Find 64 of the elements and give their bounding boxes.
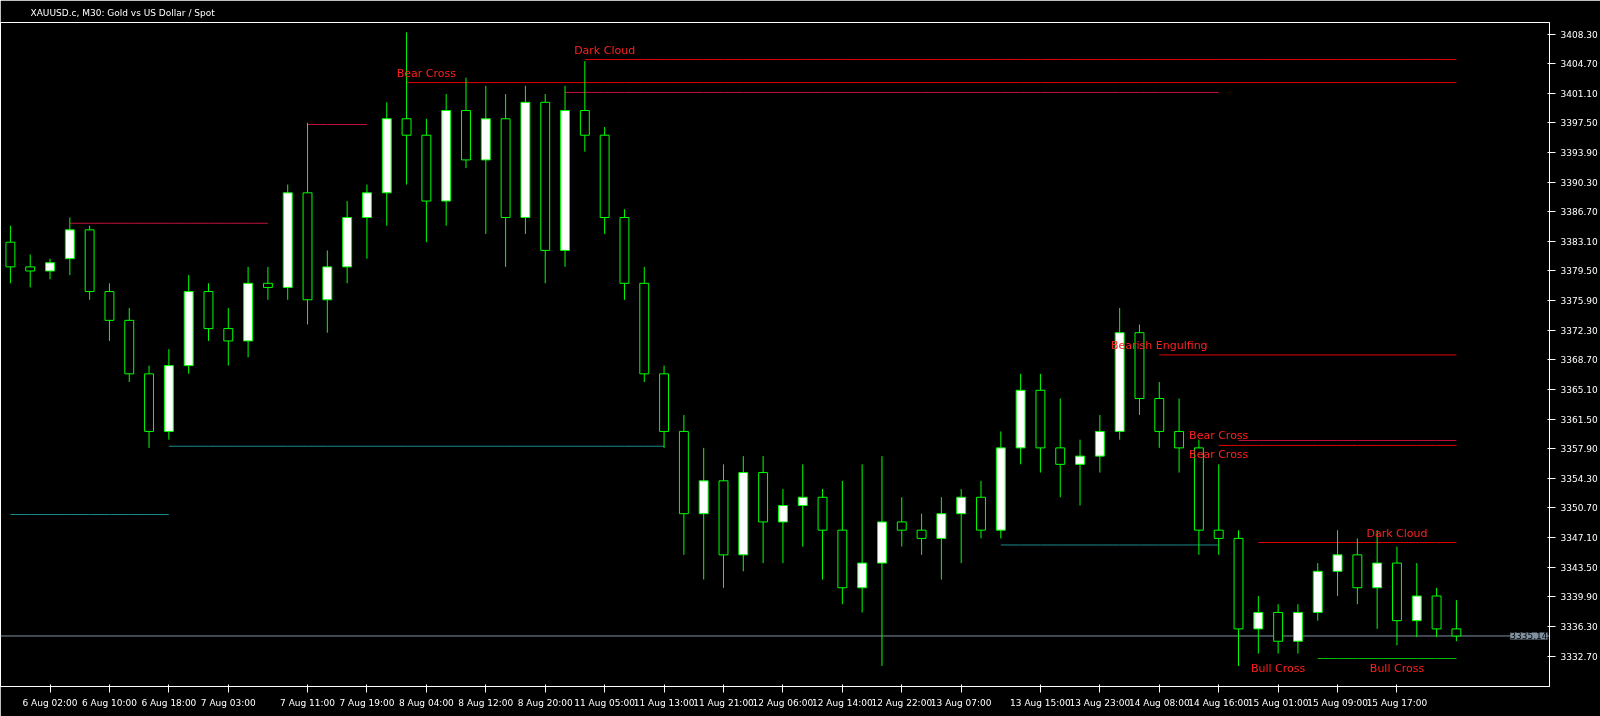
candlestick [1451, 599, 1462, 642]
y-tick-label: 3354.30 [1560, 473, 1598, 484]
x-tick-label: 11 Aug 05:00 [574, 697, 636, 708]
y-tick-label: 3357.90 [1560, 444, 1598, 455]
y-tick-label: 3347.10 [1560, 533, 1598, 544]
x-tick-label: 13 Aug 07:00 [930, 697, 992, 708]
candlestick [1332, 529, 1343, 597]
x-tick-label: 15 Aug 01:00 [1247, 697, 1309, 708]
y-tick-label: 3332.70 [1560, 651, 1598, 662]
x-tick-label: 13 Aug 23:00 [1069, 697, 1131, 708]
x-tick-label: 14 Aug 16:00 [1188, 697, 1250, 708]
x-tick-label: 15 Aug 17:00 [1366, 697, 1428, 708]
x-tick-label: 6 Aug 02:00 [22, 697, 78, 708]
x-tick-label: 7 Aug 03:00 [200, 697, 257, 708]
x-tick-label: 12 Aug 06:00 [752, 697, 814, 708]
y-tick-label: 3343.50 [1560, 562, 1598, 573]
y-tick-label: 3390.30 [1560, 177, 1598, 188]
candlestick [1253, 595, 1264, 655]
candlestick [25, 254, 36, 288]
candlestick [797, 463, 808, 548]
candlestick [223, 307, 234, 367]
candlestick [1075, 439, 1085, 506]
x-tick-label: 8 Aug 12:00 [458, 697, 514, 708]
annotation: Bull Cross [1369, 661, 1425, 675]
y-tick-label: 3372.30 [1560, 325, 1598, 336]
y-tick-label: 3336.30 [1560, 621, 1598, 632]
y-tick-label: 3339.90 [1560, 592, 1598, 603]
candlestick [777, 488, 788, 564]
y-tick-label: 3397.50 [1560, 118, 1598, 129]
candlestick [896, 496, 907, 548]
candlestick [262, 266, 273, 301]
x-tick-label: 7 Aug 11:00 [280, 697, 336, 708]
x-tick-label: 7 Aug 19:00 [339, 697, 395, 708]
x-tick-label: 8 Aug 20:00 [517, 697, 573, 708]
annotation: Bull Cross [1250, 661, 1306, 675]
x-tick-label: 15 Aug 09:00 [1307, 697, 1369, 708]
x-tick-label: 11 Aug 13:00 [633, 697, 695, 708]
y-tick-label: 3350.70 [1560, 503, 1598, 514]
candlestick [916, 513, 927, 556]
candlestick [1213, 463, 1224, 556]
annotation: Dark Cloud [574, 43, 636, 57]
x-tick-label: 12 Aug 22:00 [871, 697, 933, 708]
x-tick-label: 12 Aug 14:00 [812, 697, 873, 708]
y-tick-label: 3383.10 [1560, 236, 1598, 247]
x-tick-label: 6 Aug 18:00 [141, 697, 197, 708]
ref-line-label: 3335.14 [1510, 631, 1548, 642]
y-tick-label: 3368.70 [1560, 355, 1598, 366]
y-tick-label: 3375.90 [1560, 296, 1598, 307]
y-tick-label: 3386.70 [1560, 207, 1598, 218]
y-tick-label: 3408.30 [1560, 29, 1598, 40]
y-tick-label: 3361.50 [1560, 414, 1598, 425]
y-tick-label: 3404.70 [1560, 59, 1598, 70]
candlestick [1174, 398, 1185, 474]
candlestick [1055, 398, 1066, 498]
candlestick [956, 488, 967, 564]
x-tick-label: 8 Aug 04:00 [398, 697, 455, 708]
y-tick-label: 3365.10 [1560, 384, 1598, 395]
y-tick-label: 3379.50 [1560, 266, 1598, 277]
candlestick [45, 258, 55, 280]
chart-title: XAUUSD.c, M30: Gold vs US Dollar / Spot [30, 7, 216, 18]
annotation: Bear Cross [1189, 429, 1249, 443]
y-tick-label: 3401.10 [1560, 88, 1598, 99]
x-tick-label: 6 Aug 10:00 [81, 697, 138, 708]
y-tick-label: 3393.90 [1560, 148, 1598, 158]
